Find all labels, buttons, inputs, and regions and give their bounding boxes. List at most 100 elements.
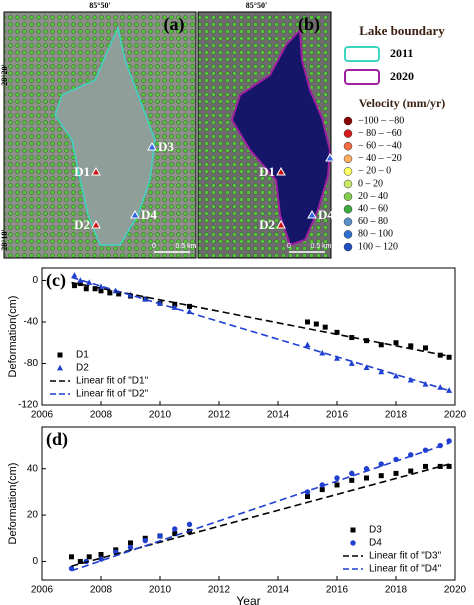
legend-label: − 60 – −40	[358, 140, 402, 151]
data-point	[127, 544, 134, 551]
data-point	[393, 340, 399, 346]
legend-label: − 20 – 0	[358, 166, 391, 177]
data-point	[408, 468, 414, 474]
data-point	[142, 537, 148, 544]
data-point	[322, 324, 328, 330]
data-point	[446, 463, 452, 469]
data-point	[334, 482, 340, 488]
point-label: D4	[318, 207, 334, 222]
data-point	[319, 487, 325, 493]
data-point	[349, 470, 355, 477]
data-point	[305, 319, 310, 325]
data-point	[157, 533, 163, 539]
scale-label: 0	[152, 243, 156, 250]
panel-label: (d)	[46, 429, 68, 450]
data-point	[378, 461, 384, 467]
panel-label: (b)	[298, 14, 320, 35]
x-tick-label: 2008	[90, 410, 113, 421]
data-point	[423, 463, 428, 469]
legend-label: − 80 – −60	[358, 128, 402, 139]
point-marker	[307, 209, 317, 219]
data-point	[363, 364, 370, 371]
point-label: D4	[141, 207, 157, 222]
point-marker	[276, 219, 286, 229]
legend-swatch	[57, 364, 63, 371]
legend-label: − 40 – −20	[358, 153, 402, 164]
data-point	[171, 304, 178, 310]
point-label: D1	[259, 164, 275, 179]
x-tick-label: 2020	[444, 410, 467, 421]
data-point	[378, 473, 384, 479]
data-point	[86, 279, 93, 285]
data-point	[408, 343, 414, 349]
data-point	[304, 341, 311, 348]
x-tick-label: 2014	[267, 410, 290, 421]
data-point	[313, 321, 319, 327]
point-label: D2	[74, 217, 90, 232]
legend-label: Linear fit of "D3"	[369, 551, 442, 562]
y-axis-label: Deformation(cm)	[7, 296, 19, 378]
scale-label: 0.5 km	[175, 243, 196, 250]
data-point	[116, 291, 122, 297]
point-marker	[91, 219, 101, 229]
legend-swatch	[343, 167, 353, 176]
point-label: D1	[74, 164, 90, 179]
legend-swatch	[350, 540, 356, 546]
data-point	[305, 494, 310, 500]
data-point	[172, 531, 178, 537]
legend-swatch	[343, 204, 353, 214]
data-point	[364, 475, 369, 481]
legend-swatch	[343, 192, 353, 201]
data-point	[349, 335, 355, 341]
legend-label: 80 – 100	[358, 229, 393, 240]
fit-line	[71, 463, 450, 567]
point-marker	[130, 209, 140, 219]
legend-swatch	[343, 230, 353, 239]
point-marker	[147, 141, 157, 151]
point-label: D3	[158, 139, 174, 154]
legend-label: D3	[369, 525, 382, 536]
panel-label: (a)	[164, 14, 185, 35]
data-point	[71, 283, 77, 289]
fit-line	[71, 281, 450, 358]
legend-label: Linear fit of "D4"	[369, 564, 442, 575]
data-point	[334, 355, 340, 361]
y-tick-label: -80	[24, 358, 39, 369]
longitude-label: 85°50'	[89, 1, 110, 10]
data-point	[69, 554, 74, 560]
y-tick-label: -120	[18, 400, 38, 411]
data-point	[98, 552, 104, 557]
scale-label: 0.5 km	[310, 243, 331, 250]
data-point	[348, 360, 355, 366]
legend-swatch	[343, 116, 353, 126]
y-tick-label: -40	[24, 317, 39, 328]
data-point	[446, 387, 453, 393]
legend-swatch	[343, 242, 353, 252]
legend-label: Linear fit of "D1"	[76, 376, 149, 387]
x-tick-label: 2012	[208, 585, 231, 596]
legend-swatch	[350, 527, 356, 533]
legend-label: D2	[76, 363, 89, 374]
legend-label: −100 – −80	[358, 115, 404, 126]
data-point	[334, 475, 340, 481]
data-point	[393, 372, 399, 379]
map-a	[4, 12, 196, 258]
legend-swatch	[57, 352, 63, 358]
x-tick-label: 2006	[31, 410, 54, 421]
legend-swatch	[343, 154, 353, 164]
lake-2011	[54, 25, 156, 246]
latitude-label: 28°20'	[0, 64, 9, 85]
legend-swatch	[343, 129, 353, 138]
plot-frame	[41, 426, 456, 581]
data-point	[393, 470, 399, 476]
fit-line	[71, 442, 450, 572]
data-point	[77, 281, 83, 287]
data-point	[304, 489, 311, 495]
data-point	[77, 558, 83, 564]
legend-label: Linear fit of "D2"	[76, 389, 149, 400]
data-point	[92, 286, 98, 292]
x-tick-label: 2020	[444, 585, 467, 596]
y-tick-label: 40	[27, 463, 39, 474]
data-point	[423, 345, 428, 351]
